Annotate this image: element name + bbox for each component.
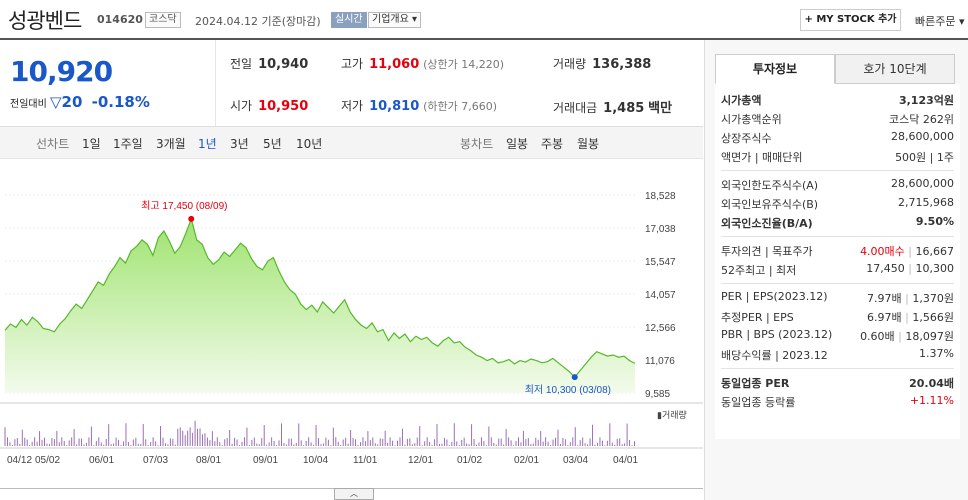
info-row: PBR | BPS (2023.12) 0.60배 | 18,097원	[721, 328, 954, 343]
low-price: 저가 10,810 (하한가 7,660)	[341, 99, 498, 114]
line-chart-label: 선차트	[36, 137, 70, 151]
info-row: 투자의견 | 목표주가 4.00매수 | 16,667	[721, 245, 954, 258]
x-tick-label: 07/03	[143, 455, 168, 466]
min-point	[571, 374, 578, 381]
x-tick-label: 03/04	[563, 455, 588, 466]
current-price: 10,920	[10, 55, 113, 88]
max-label: 최고 17,450 (08/09)	[141, 200, 227, 212]
max-point	[188, 215, 195, 222]
y-tick-label: 15,547	[645, 257, 676, 268]
stock-header: 성광벤드 014620 코스닥 2024.04.12 기준(장마감) 실시간 기…	[0, 0, 968, 40]
high-price: 고가 11,060 (상한가 14,220)	[341, 57, 505, 72]
x-tick-label: 01/02	[457, 455, 482, 466]
candle-weekly[interactable]: 주봉	[541, 137, 564, 151]
period-3m[interactable]: 3개월	[156, 137, 186, 151]
candle-monthly[interactable]: 월봉	[577, 137, 600, 151]
x-tick-label: 04/12	[7, 455, 32, 466]
y-tick-label: 12,566	[645, 323, 676, 334]
period-10y[interactable]: 10년	[296, 137, 323, 151]
quote-date: 2024.04.12 기준(장마감)	[195, 15, 321, 28]
chevron-up-icon: ︿	[350, 489, 358, 498]
candle-daily[interactable]: 일봉	[506, 137, 529, 151]
info-row: 외국인한도주식수(A) 28,600,000	[721, 177, 954, 192]
y-tick-label: 14,057	[645, 290, 676, 301]
period-5y[interactable]: 5년	[263, 137, 282, 151]
volume-label: ▮거래량	[657, 409, 687, 420]
x-tick-label: 06/01	[89, 455, 114, 466]
x-tick-label: 11/01	[353, 455, 378, 466]
info-row: 시가총액순위 코스닥 262위	[721, 113, 954, 126]
info-row: 동일업종 PER 20.04배	[721, 377, 954, 390]
prev-close: 전일 10,940	[230, 57, 309, 72]
y-tick-label: 17,038	[645, 224, 676, 235]
price-line	[4, 216, 636, 379]
down-triangle-icon: ▽	[50, 93, 62, 111]
x-tick-label: 05/02	[35, 455, 60, 466]
company-overview-dropdown[interactable]: 기업개요 ▾	[368, 12, 422, 28]
info-row: 52주최고 | 최저 17,450 | 10,300	[721, 262, 954, 277]
info-row: 추정PER | EPS 6.97배 | 1,566원	[721, 311, 954, 324]
candle-chart-label: 봉차트	[460, 137, 494, 151]
x-tick-label: 02/01	[514, 455, 539, 466]
period-3y[interactable]: 3년	[230, 137, 249, 151]
x-tick-label: 08/01	[196, 455, 221, 466]
market-tag: 코스닥	[145, 12, 181, 28]
open-price: 시가 10,950	[230, 99, 309, 114]
realtime-badge[interactable]: 실시간	[331, 12, 367, 28]
min-label: 최저 10,300 (03/08)	[525, 384, 611, 396]
period-1w[interactable]: 1주일	[113, 137, 143, 151]
info-row: 시가총액 3,123억원	[721, 94, 954, 107]
x-tick-label: 12/01	[408, 455, 433, 466]
info-row: 외국인소진율(B/A) 9.50%	[721, 215, 954, 230]
stock-code: 014620	[97, 13, 143, 26]
price-chart[interactable]: 18,528 17,038 15,547 14,057 12,566 11,076 9,58…	[0, 160, 703, 490]
fast-order-link[interactable]: 빠른주문 ▾	[915, 15, 965, 28]
chevron-down-icon: ▾	[958, 15, 965, 28]
y-tick-label: 18,528	[645, 191, 676, 202]
tab-quote-10[interactable]: 호가 10단계	[835, 54, 955, 84]
stock-name: 성광벤드	[8, 9, 82, 33]
x-tick-label: 10/04	[303, 455, 328, 466]
volume: 거래량 136,388	[553, 57, 652, 72]
info-row: 외국인보유주식수(B) 2,715,968	[721, 196, 954, 211]
info-row: 동일업종 등락률 +1.11%	[721, 394, 954, 409]
x-tick-label: 09/01	[253, 455, 278, 466]
price-area	[5, 218, 635, 393]
info-row: 액면가 | 매매단위 500원 | 1주	[721, 151, 954, 164]
info-row: PER | EPS(2023.12) 7.97배 | 1,370원	[721, 290, 954, 305]
period-1d[interactable]: 1일	[82, 137, 101, 151]
period-selector: 선차트 1일 1주일 3개월 1년 3년 5년 10년 봉차트 일봉 주봉 월봉	[0, 127, 703, 159]
y-tick-label: 9,585	[645, 389, 670, 400]
trade-amount: 거래대금 1,485 백만	[553, 101, 673, 116]
info-row: 배당수익률 | 2023.12 1.37%	[721, 347, 954, 362]
price-summary: 10,920 전일대비 ▽20 -0.18%	[0, 40, 703, 127]
chevron-down-icon: ▾	[412, 14, 418, 25]
add-my-stock-button[interactable]: + MY STOCK 추가	[800, 9, 901, 31]
price-change: 전일대비 ▽20 -0.18%	[10, 93, 150, 111]
collapse-chart-button[interactable]: ︿	[334, 488, 374, 500]
period-1y[interactable]: 1년	[198, 137, 217, 151]
y-tick-label: 11,076	[645, 356, 675, 367]
tab-investment-info[interactable]: 투자정보	[715, 54, 835, 84]
info-row: 상장주식수 28,600,000	[721, 130, 954, 145]
x-tick-label: 04/01	[613, 455, 638, 466]
